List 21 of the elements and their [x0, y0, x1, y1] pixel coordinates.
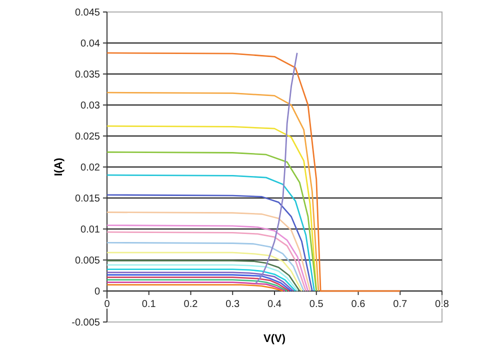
y-tick-label: 0.02 [80, 162, 100, 174]
x-tick-label: 0.3 [226, 299, 240, 310]
y-tick-label: 0.035 [74, 70, 100, 80]
y-tick-label: 0 [94, 286, 100, 298]
y-tick-label: 0.005 [74, 256, 100, 266]
x-tick-label: 0.1 [142, 299, 156, 310]
y-tick-label: 0.015 [74, 194, 100, 204]
x-tick-label: 0.6 [351, 299, 366, 310]
x-axis-title: V(V) [264, 333, 286, 345]
x-tick-label: 0.5 [309, 299, 324, 310]
y-tick-label: 0.03 [80, 100, 100, 112]
x-tick-label: 0.2 [184, 299, 198, 310]
x-tick-label: 0.7 [393, 299, 408, 310]
y-tick-label: 0.01 [80, 224, 100, 236]
y-axis-title: I(A) [53, 158, 65, 176]
y-tick-label: 0.025 [74, 132, 100, 142]
x-tick-label: 0.8 [435, 299, 450, 310]
x-tick-label: 0.4 [268, 299, 282, 310]
y-tick-label: 0.04 [80, 38, 100, 50]
y-tick-label: -0.005 [72, 318, 100, 328]
y-tick-label: 0.045 [74, 8, 100, 18]
